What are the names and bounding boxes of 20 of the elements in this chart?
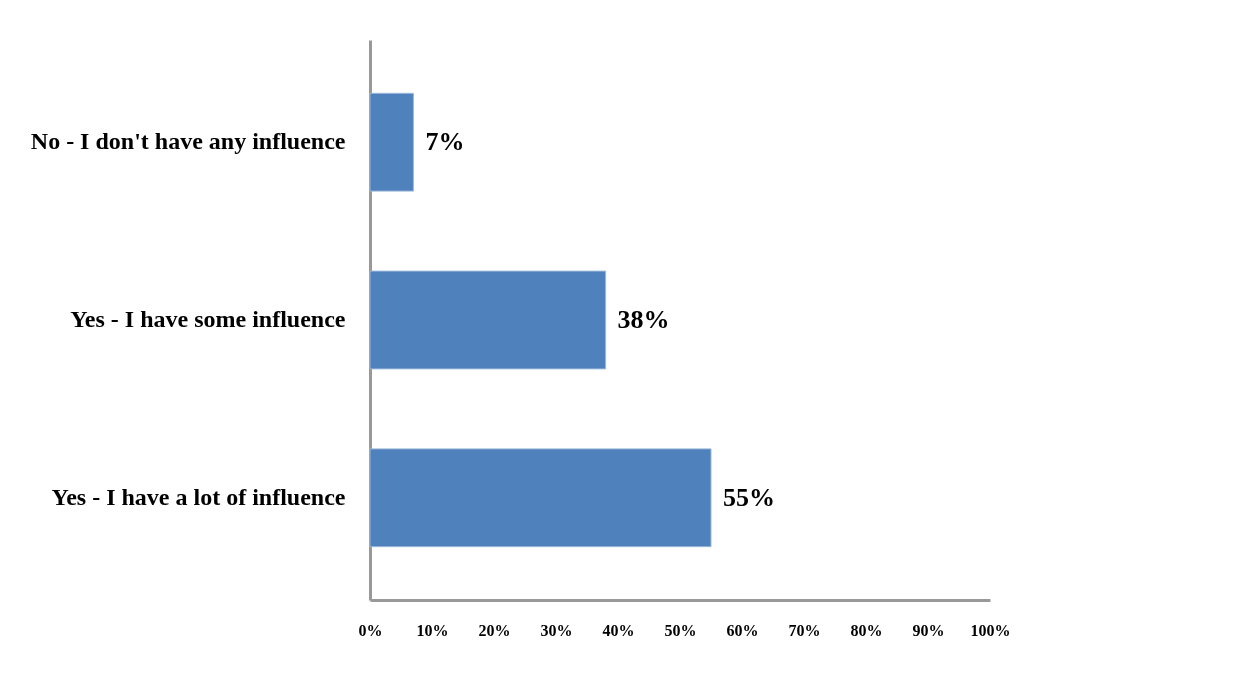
x-tick-label: 40%: [602, 621, 635, 639]
data-label: 7%: [425, 127, 465, 157]
x-tick-label: 10%: [416, 621, 449, 639]
y-tick-label: Yes - I have a lot of influence: [51, 483, 346, 510]
x-tick-label: 50%: [664, 621, 697, 639]
x-tick-label: 0%: [358, 621, 383, 639]
bar: [369, 270, 607, 370]
x-tick-label: 90%: [912, 621, 945, 639]
y-tick-label: Yes - I have some influence: [70, 306, 346, 332]
x-tick-label: 60%: [726, 621, 759, 639]
data-label: 55%: [723, 482, 775, 512]
x-tick-label: 30%: [540, 621, 573, 639]
x-tick-label: 20%: [478, 621, 511, 639]
x-tick-label: 80%: [850, 621, 883, 639]
x-tick-label: 100%: [970, 621, 1011, 639]
data-label: 38%: [617, 305, 670, 334]
bar: [369, 92, 414, 192]
y-tick-label: No - I don't have any influence: [30, 128, 346, 155]
bar: [369, 448, 712, 548]
x-tick-label: 70%: [788, 621, 821, 639]
